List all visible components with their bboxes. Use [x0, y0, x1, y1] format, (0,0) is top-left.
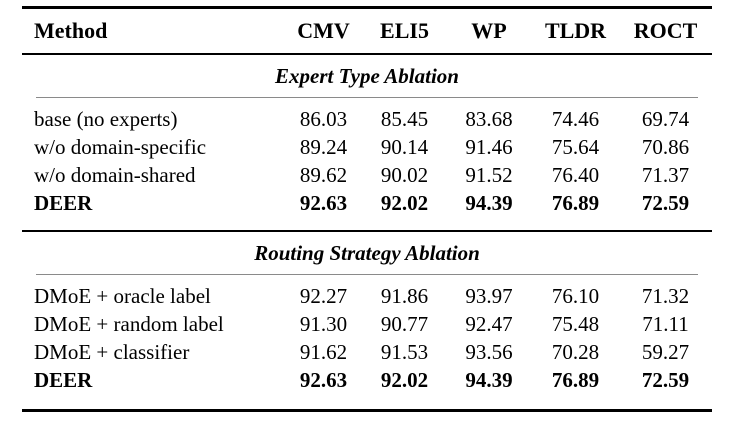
value-cell: 93.97 — [465, 283, 513, 308]
method-cell: DEER — [34, 190, 93, 215]
value-cell: 59.27 — [641, 339, 690, 364]
table-row: DMoE + oracle label 92.27 91.86 93.97 76… — [22, 282, 712, 310]
col-header-cmv: CMV — [297, 18, 350, 43]
value-cell: 69.74 — [641, 106, 690, 131]
value-cell: 75.64 — [551, 134, 600, 159]
method-cell: w/o domain-specific — [34, 134, 207, 159]
value-cell: 92.47 — [465, 311, 513, 336]
value-cell: 92.27 — [299, 283, 348, 308]
value-cell: 94.39 — [465, 190, 513, 215]
value-cell: 76.40 — [551, 162, 600, 187]
value-cell: 70.86 — [641, 134, 690, 159]
header-rule — [22, 53, 712, 55]
value-cell: 90.02 — [380, 162, 429, 187]
value-cell: 71.11 — [642, 311, 689, 336]
value-cell: 91.53 — [380, 339, 429, 364]
method-cell: base (no experts) — [34, 106, 178, 131]
section-title-routing-strategy: Routing Strategy Ablation — [254, 240, 480, 265]
table-row: w/o domain-shared 89.62 90.02 91.52 76.4… — [22, 161, 712, 189]
value-cell: 90.77 — [380, 311, 429, 336]
value-cell: 86.03 — [299, 106, 348, 131]
table-header-row: Method CMV ELI5 WP TLDR ROCT — [22, 9, 712, 53]
col-header-roct: ROCT — [633, 18, 698, 43]
section-body-expert-type: base (no experts) 86.03 85.45 83.68 74.4… — [22, 98, 712, 230]
value-cell: 94.39 — [465, 367, 513, 392]
value-cell: 74.46 — [551, 106, 600, 131]
method-cell: DMoE + random label — [34, 311, 224, 336]
value-cell: 93.56 — [465, 339, 513, 364]
col-header-method: Method — [34, 18, 108, 43]
value-cell: 91.86 — [380, 283, 429, 308]
value-cell: 92.02 — [380, 190, 429, 215]
value-cell: 92.02 — [380, 367, 429, 392]
value-cell: 83.68 — [465, 106, 513, 131]
value-cell: 71.32 — [641, 283, 690, 308]
value-cell: 72.59 — [641, 190, 690, 215]
table-row: DMoE + random label 91.30 90.77 92.47 75… — [22, 310, 712, 338]
value-cell: 90.14 — [380, 134, 429, 159]
section-body-routing-strategy: DMoE + oracle label 92.27 91.86 93.97 76… — [22, 275, 712, 409]
value-cell: 91.62 — [299, 339, 348, 364]
value-cell: 71.37 — [641, 162, 690, 187]
table-row-deer: DEER 92.63 92.02 94.39 76.89 72.59 — [22, 189, 712, 217]
value-cell: 89.62 — [299, 162, 348, 187]
method-cell: DMoE + oracle label — [34, 283, 211, 308]
value-cell: 91.46 — [465, 134, 513, 159]
value-cell: 76.10 — [551, 283, 600, 308]
table-row-deer: DEER 92.63 92.02 94.39 76.89 72.59 — [22, 366, 712, 394]
value-cell: 85.45 — [380, 106, 429, 131]
ablation-results-table: Method CMV ELI5 WP TLDR ROCT Expert Type… — [22, 6, 712, 412]
col-header-tldr: TLDR — [544, 18, 607, 43]
method-cell: DEER — [34, 367, 93, 392]
value-cell: 76.89 — [551, 190, 600, 215]
bottom-rule — [22, 409, 712, 412]
value-cell: 91.52 — [465, 162, 513, 187]
section-title-expert-type: Expert Type Ablation — [275, 63, 459, 88]
col-header-wp: WP — [471, 18, 507, 43]
col-header-eli5: ELI5 — [380, 18, 429, 43]
value-cell: 91.30 — [299, 311, 348, 336]
section-divider-rule — [22, 230, 712, 232]
top-rule — [22, 6, 712, 9]
section-rule-expert-type — [36, 97, 698, 98]
value-cell: 75.48 — [551, 311, 600, 336]
value-cell: 92.63 — [299, 367, 348, 392]
value-cell: 89.24 — [299, 134, 348, 159]
table-row: DMoE + classifier 91.62 91.53 93.56 70.2… — [22, 338, 712, 366]
section-rule-routing-strategy — [36, 274, 698, 275]
value-cell: 92.63 — [299, 190, 348, 215]
value-cell: 70.28 — [551, 339, 600, 364]
value-cell: 76.89 — [551, 367, 600, 392]
method-cell: w/o domain-shared — [34, 162, 196, 187]
table-row: w/o domain-specific 89.24 90.14 91.46 75… — [22, 133, 712, 161]
table-row: base (no experts) 86.03 85.45 83.68 74.4… — [22, 105, 712, 133]
value-cell: 72.59 — [641, 367, 690, 392]
method-cell: DMoE + classifier — [34, 339, 190, 364]
